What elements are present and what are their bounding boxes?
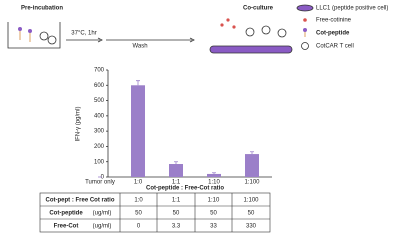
bar bbox=[131, 85, 145, 177]
table-cell: 0 bbox=[137, 224, 141, 230]
row-unit: (ug/ml) bbox=[93, 211, 112, 217]
cotinine bbox=[220, 23, 224, 27]
table-cell: 50 bbox=[173, 211, 180, 217]
row-unit: (ug/ml) bbox=[93, 224, 112, 230]
table-cell: 3.3 bbox=[172, 224, 181, 230]
t-cell bbox=[47, 35, 57, 45]
y-tick-label: 100 bbox=[94, 159, 105, 165]
y-tick-label: 600 bbox=[94, 83, 105, 89]
bar bbox=[207, 173, 221, 177]
row-label: Cot-pept : Free Cot ratio bbox=[46, 198, 115, 204]
pre-label: Pre-incubation bbox=[21, 6, 63, 12]
table-cell: 1:0 bbox=[134, 198, 143, 204]
bar bbox=[245, 154, 259, 177]
cotinine bbox=[232, 25, 236, 29]
error-bar bbox=[250, 151, 254, 155]
figure: Pre-incubation 37°C, 1hr Wash Co-culture… bbox=[7, 4, 388, 233]
row-label: Free-Cot bbox=[54, 224, 79, 230]
legend-label: Cot-peptide bbox=[316, 31, 350, 37]
table-cells: 1:0 1:1 1:10 1:100 50 50 50 50 0 3.3 33 330 bbox=[134, 198, 259, 230]
x-tick-label: 1:10 bbox=[208, 180, 220, 186]
step-label: Wash bbox=[132, 44, 147, 50]
t-cell bbox=[261, 25, 271, 35]
peptide-head bbox=[18, 27, 22, 31]
y-tick-label: 700 bbox=[94, 68, 105, 74]
co-label: Co-culture bbox=[243, 6, 274, 12]
chart: 0 100 200 300 400 500 600 700 Tumor only 1:0 1:1 1:… bbox=[85, 68, 272, 186]
legend-label: LLC1 (peptide positive cell) bbox=[316, 6, 388, 12]
y-tick-label: 200 bbox=[94, 144, 105, 150]
error-bar bbox=[174, 161, 178, 165]
table-cell: 33 bbox=[210, 224, 217, 230]
t-cell bbox=[277, 28, 287, 38]
y-axis-label: IFN-γ (pg/ml) bbox=[76, 107, 82, 142]
t-cell bbox=[245, 27, 255, 37]
table-cell: 330 bbox=[246, 224, 257, 230]
legend-cotinine bbox=[303, 18, 307, 22]
arrow-head bbox=[97, 37, 103, 43]
y-tick-label: 500 bbox=[94, 98, 105, 104]
arrow-head bbox=[189, 37, 195, 43]
table-cell: 1:1 bbox=[172, 198, 181, 204]
peptide-head bbox=[28, 29, 32, 33]
y-tick-label: 300 bbox=[94, 129, 105, 135]
x-tick-label: 1:1 bbox=[172, 180, 181, 186]
table-border bbox=[39, 192, 271, 233]
x-axis-label: Cot-peptide : Free-Cot ratio bbox=[146, 186, 224, 192]
y-tick-label: 400 bbox=[94, 113, 105, 119]
diagram bbox=[7, 4, 314, 54]
legend-label: CotCAR T cell bbox=[316, 44, 354, 50]
cotinine bbox=[226, 18, 230, 22]
legend-label: Free-cotinine bbox=[316, 18, 352, 24]
step-label: 37°C, 1hr bbox=[71, 31, 96, 37]
cell-strip bbox=[209, 45, 293, 54]
x-tick-label: Tumor only bbox=[85, 180, 115, 186]
well bbox=[7, 22, 61, 49]
legend-peptide-head bbox=[303, 28, 307, 32]
x-tick-label: 1:100 bbox=[244, 180, 260, 186]
table-cell: 50 bbox=[135, 211, 142, 217]
table-cell: 50 bbox=[248, 211, 255, 217]
row-label: Cot-peptide bbox=[49, 211, 83, 217]
y-tick-label: 0 bbox=[101, 175, 105, 181]
bar bbox=[169, 164, 183, 177]
table-cell: 1:100 bbox=[243, 198, 259, 204]
t-cell bbox=[39, 31, 49, 41]
legend-t-cell bbox=[301, 42, 309, 50]
table-cell: 1:10 bbox=[208, 198, 220, 204]
x-tick-label: 1:0 bbox=[134, 180, 143, 186]
table-cell: 50 bbox=[210, 211, 217, 217]
legend-cell bbox=[296, 4, 314, 12]
table bbox=[39, 192, 271, 233]
error-bar bbox=[136, 80, 140, 86]
error-bar bbox=[212, 172, 216, 174]
